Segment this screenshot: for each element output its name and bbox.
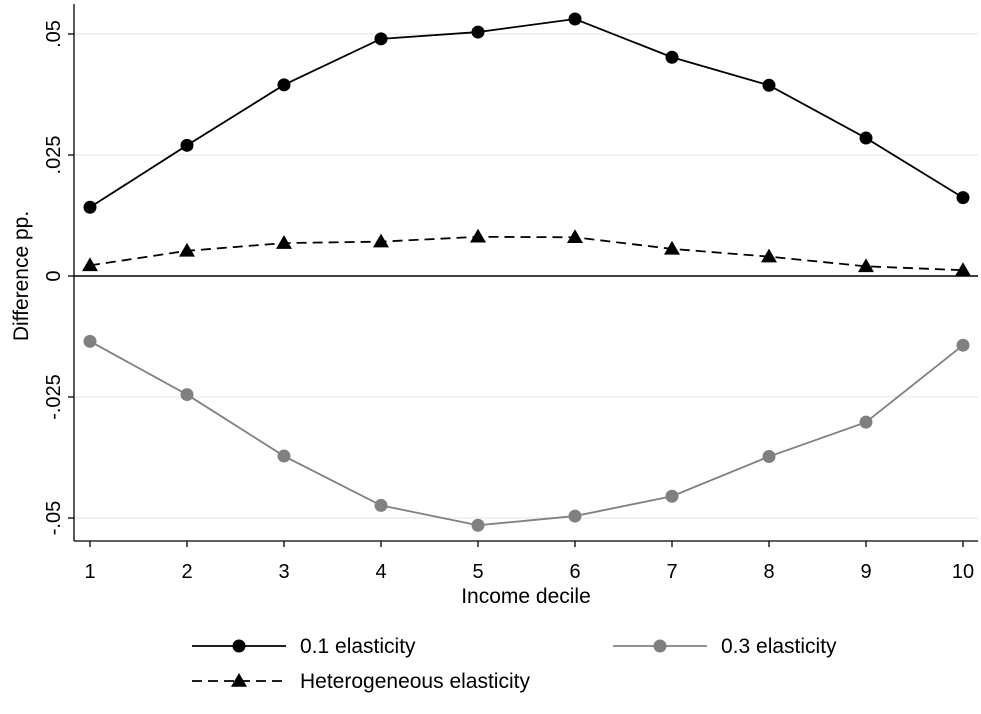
series-line <box>89 340 964 527</box>
series-line <box>89 235 964 272</box>
data-point <box>373 233 389 248</box>
x-tick-label: 2 <box>181 561 192 583</box>
data-point <box>568 509 582 523</box>
data-point <box>858 258 874 273</box>
legend-item: 0.3 elasticity <box>613 635 837 658</box>
grid-lines <box>74 33 978 519</box>
data-point <box>179 242 195 257</box>
x-tick-label: 8 <box>763 561 774 583</box>
legend-item: Heterogeneous elasticity <box>192 670 530 693</box>
data-point <box>859 415 873 429</box>
x-tick-label: 9 <box>860 561 871 583</box>
y-tick-label: -.05 <box>43 501 65 535</box>
data-point <box>762 450 776 464</box>
series-group <box>82 12 971 532</box>
legend-item: 0.1 elasticity <box>192 635 416 658</box>
x-tick-label: 4 <box>375 561 386 583</box>
data-point <box>665 50 679 64</box>
x-axis-title: Income decile <box>461 585 591 608</box>
legend: 0.1 elasticity 0.3 elasticity Heterogeneou… <box>192 635 837 693</box>
legend-marker <box>231 673 247 687</box>
data-point <box>374 498 388 512</box>
series-0-3-elasticity <box>83 334 970 532</box>
data-point <box>471 25 485 39</box>
y-tick-label: .05 <box>43 20 65 48</box>
x-tick-label: 1 <box>84 561 95 583</box>
data-point <box>955 262 971 276</box>
x-tick-label: 10 <box>952 561 974 583</box>
data-point <box>471 518 485 532</box>
data-point <box>180 138 194 152</box>
legend-marker <box>232 639 246 653</box>
data-point <box>83 200 97 214</box>
data-point <box>82 257 98 272</box>
data-point <box>859 131 873 145</box>
data-point <box>956 191 970 205</box>
data-point <box>761 248 777 263</box>
data-point <box>956 338 970 352</box>
y-axis-title: Difference pp. <box>10 211 33 341</box>
data-point <box>83 334 97 348</box>
data-point <box>277 78 291 92</box>
data-point <box>567 229 583 244</box>
legend-marker <box>653 639 667 653</box>
series-line <box>89 18 964 209</box>
data-point <box>276 235 292 249</box>
y-tick-label: -.025 <box>43 374 65 420</box>
x-tick-label: 3 <box>278 561 289 583</box>
data-point <box>568 12 582 26</box>
data-point <box>470 228 486 243</box>
data-point <box>664 240 680 255</box>
x-tick-label: 7 <box>666 561 677 583</box>
legend-label: 0.1 elasticity <box>300 635 416 658</box>
axes: .05 .025 0 -.025 -.05 1 2 3 4 5 6 7 8 9 10 <box>43 4 978 583</box>
x-tick-label: 6 <box>569 561 580 583</box>
series-0-1-elasticity <box>83 12 970 214</box>
data-point <box>180 388 194 402</box>
data-point <box>762 78 776 92</box>
data-point <box>374 32 388 46</box>
y-tick-label: .025 <box>43 136 65 175</box>
data-point <box>665 489 679 503</box>
data-point <box>277 449 291 463</box>
y-tick-label: 0 <box>43 270 65 281</box>
x-tick-label: 5 <box>472 561 483 583</box>
legend-label: Heterogeneous elasticity <box>300 670 530 693</box>
series-heterogeneous-elasticity <box>82 228 971 276</box>
legend-label: 0.3 elasticity <box>721 635 837 658</box>
